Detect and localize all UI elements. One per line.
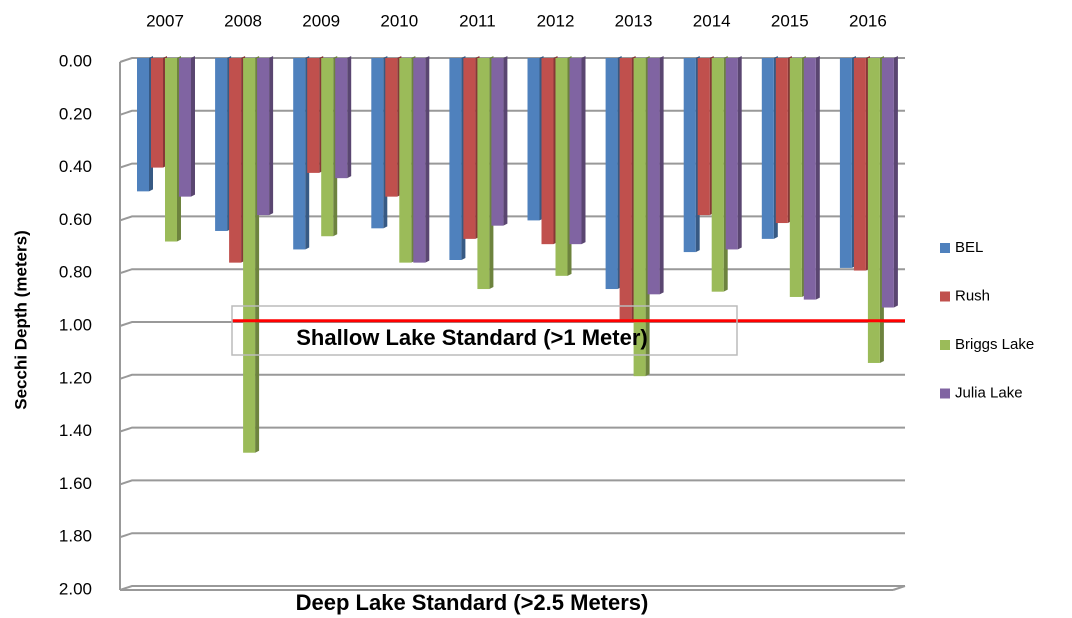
bar-side [893,56,898,308]
bar [321,58,334,237]
x-tick-label: 2010 [380,11,418,30]
bar [151,58,163,168]
grid-line [119,479,905,486]
annotation: Deep Lake Standard (>2.5 Meters) [296,590,649,615]
x-tick-label: 2012 [537,11,575,30]
y-tick-label: 0.20 [59,104,92,123]
bar [867,58,880,363]
bar [137,58,149,192]
bar [555,58,568,276]
bar [229,58,242,263]
bar-side [347,56,352,179]
bar [463,58,476,239]
y-tick-label: 1.60 [59,474,92,493]
bar [527,58,540,221]
bar [335,58,348,179]
bar [803,58,816,300]
bar [605,58,618,290]
x-tick-label: 2014 [693,11,731,30]
legend-swatch [940,340,950,350]
bar-side [269,56,274,216]
grid-line [119,426,905,433]
y-tick-label: 0.00 [59,51,92,70]
y-tick-label: 2.00 [59,579,92,598]
bar [307,58,320,173]
x-tick-label: 2009 [302,11,340,30]
bar-side [659,56,664,295]
bar [215,58,228,231]
legend-swatch [940,388,950,399]
bar-side [425,56,430,263]
bar [179,58,191,197]
x-tick-label: 2008 [224,11,262,30]
grid-line [119,268,905,275]
grid-line [119,585,905,591]
bar-side [503,56,508,226]
y-tick-label: 1.40 [59,421,92,440]
legend-label: Julia Lake [955,384,1023,401]
bar [789,58,802,297]
y-tick-label: 0.80 [59,263,92,282]
bar [839,58,852,268]
bar [725,58,738,250]
legend-label: Briggs Lake [955,336,1034,353]
legend-swatch [940,243,950,253]
bar [619,58,632,321]
x-axis-floor-edge [892,585,906,591]
legend-label: Rush [955,287,990,304]
reference-label: Shallow Lake Standard (>1 Meter) [296,325,647,350]
bar [371,58,384,229]
bar-side [191,56,195,197]
bar [293,58,306,250]
bar [569,58,582,245]
bar [761,58,774,239]
bar [647,58,660,295]
bar [541,58,554,245]
bar-side [815,56,820,300]
x-tick-label: 2016 [849,11,887,30]
bar [413,58,426,263]
bar [385,58,398,197]
y-tick-label: 0.40 [59,157,92,176]
bar [165,58,177,242]
bar [775,58,788,224]
bar [633,58,646,377]
bar-side [737,56,742,250]
bar [257,58,270,216]
annotation-box [231,305,738,356]
bar [477,58,490,290]
x-tick-label: 2013 [615,11,653,30]
bar [853,58,866,271]
bar [449,58,462,260]
bar [881,58,894,308]
y-tick-label: 1.20 [59,368,92,387]
bar [683,58,696,253]
x-tick-label: 2015 [771,11,809,30]
y-tick-label: 1.80 [59,527,92,546]
legend-label: BEL [955,239,983,256]
bar [711,58,724,292]
y-tick-label: 1.00 [59,315,92,334]
grid-line [119,373,905,380]
y-tick-label: 0.60 [59,210,92,229]
legend-swatch [940,291,950,302]
grid-line [119,532,905,539]
bar [491,58,504,226]
y-axis-label: Secchi Depth (meters) [11,230,30,410]
bar [399,58,412,263]
bar [697,58,710,216]
x-tick-label: 2007 [146,11,184,30]
bar-side [581,56,586,245]
bar [243,58,256,453]
x-tick-label: 2011 [459,11,496,30]
